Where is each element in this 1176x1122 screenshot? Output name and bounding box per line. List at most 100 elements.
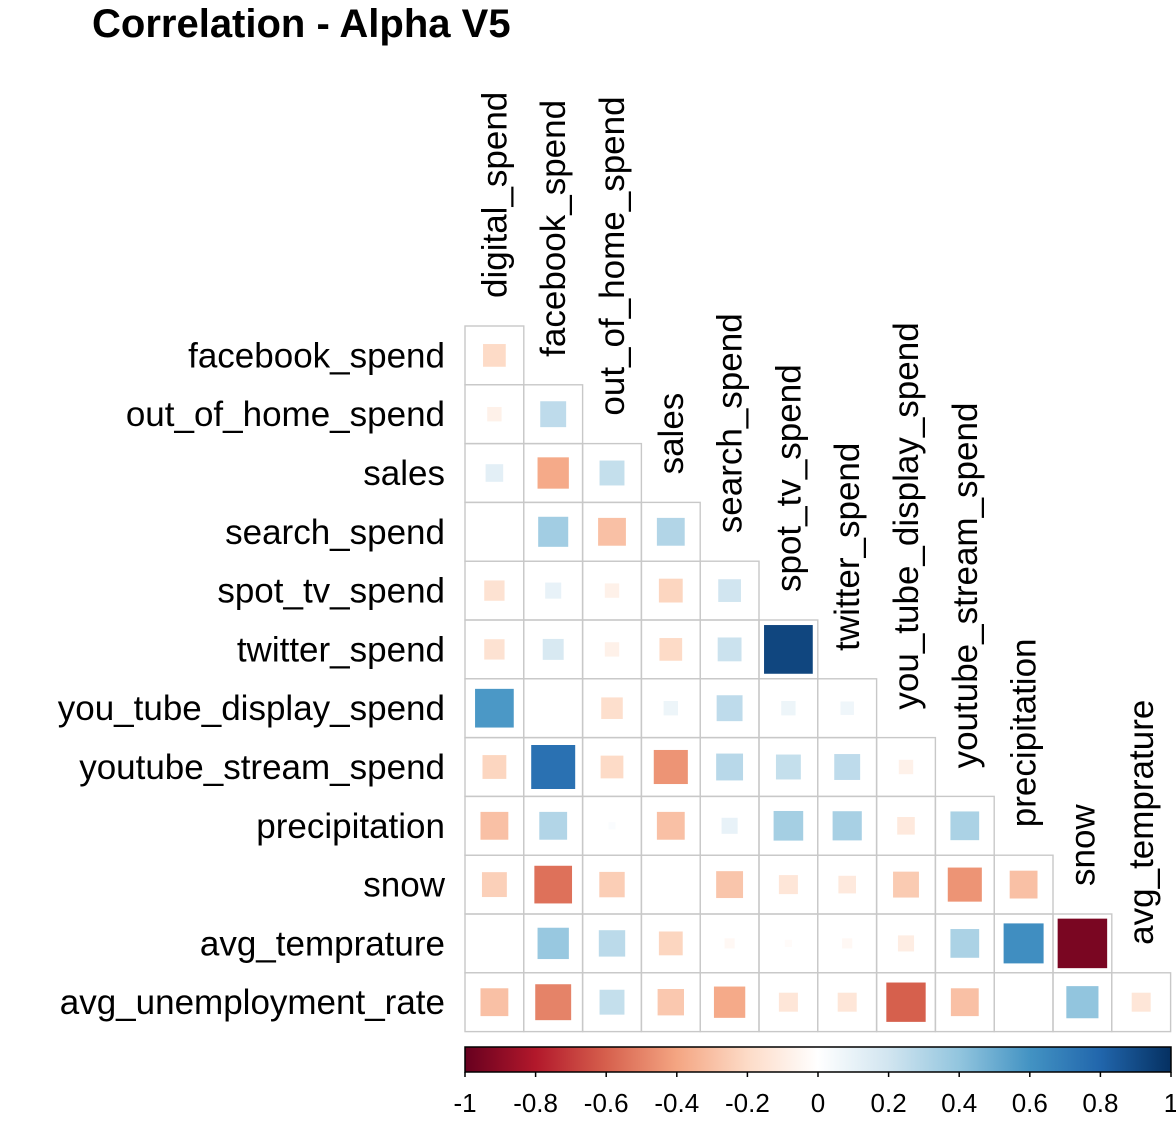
column-label: out_of_home_spend (593, 96, 632, 415)
correlation-square (540, 401, 567, 428)
row-label: facebook_spend (188, 336, 445, 375)
row-label: you_tube_display_spend (58, 689, 445, 728)
correlation-square (537, 457, 569, 489)
correlation-square (656, 811, 685, 840)
correlation-square (601, 697, 623, 719)
grid-cell (640, 854, 701, 915)
column-label: you_tube_display_spend (887, 322, 926, 709)
correlation-square (531, 745, 576, 789)
correlation-square (483, 344, 506, 367)
correlation-square (834, 754, 861, 780)
row-label: out_of_home_spend (126, 395, 445, 434)
correlation-square (545, 582, 562, 599)
column-label: snow (1063, 804, 1102, 886)
grid-cell (464, 501, 525, 562)
legend-tick-label: 0.4 (941, 1088, 977, 1118)
legend-tick-label: -0.6 (584, 1088, 629, 1118)
legend-tick-label: -0.8 (513, 1088, 558, 1118)
correlation-square (537, 927, 569, 960)
correlation-square (832, 811, 862, 841)
correlation-square (608, 822, 616, 830)
correlation-square (600, 755, 624, 779)
correlation-square (1057, 918, 1108, 969)
correlation-square (487, 407, 502, 422)
correlation-square (724, 938, 735, 949)
correlation-square (897, 935, 915, 952)
color-legend: -1 -0.8 -0.6 -0.4 -0.2 0 0.2 0.4 0.6 0.8 1 (453, 1046, 1176, 1118)
row-label: youtube_stream_spend (79, 748, 445, 787)
legend-tick-label: 0.2 (871, 1088, 907, 1118)
correlation-square (659, 638, 683, 661)
correlation-square (534, 865, 573, 904)
correlation-square (716, 695, 743, 722)
row-label: twitter_spend (237, 630, 445, 669)
column-labels: digital_spend facebook_spend out_of_home_s… (475, 92, 1161, 945)
row-label: precipitation (256, 807, 445, 846)
correlation-square (886, 982, 926, 1022)
correlation-square (598, 517, 626, 546)
correlation-square (485, 464, 504, 482)
correlation-square (1003, 923, 1044, 964)
legend-tick-label: 0.6 (1012, 1088, 1048, 1118)
correlation-square (950, 988, 979, 1017)
correlation-square (778, 875, 798, 895)
correlation-square (653, 749, 688, 785)
column-label: avg_temprature (1122, 700, 1161, 945)
correlation-square (947, 867, 982, 902)
legend-tick-label: 1 (1164, 1088, 1176, 1118)
correlation-square (484, 639, 505, 660)
correlation-square (481, 872, 507, 898)
correlation-square (838, 875, 856, 894)
column-label: spot_tv_spend (769, 364, 808, 592)
correlation-square (1131, 992, 1151, 1012)
correlation-square (718, 579, 741, 602)
correlation-square (599, 460, 625, 486)
correlation-square (764, 625, 813, 674)
correlation-square (484, 580, 505, 601)
grid-cell (993, 972, 1054, 1033)
correlation-square (482, 755, 507, 779)
correlation-square (480, 988, 509, 1017)
correlation-square (775, 754, 801, 780)
correlation-square (598, 930, 626, 957)
correlation-square (778, 992, 798, 1012)
legend-gradient-bar (464, 1046, 1172, 1073)
correlation-square (898, 759, 914, 775)
correlation-square (475, 688, 514, 728)
correlation-square (897, 817, 915, 835)
grid-cell (464, 913, 525, 974)
grid-cell (523, 678, 584, 739)
column-label: search_spend (711, 313, 750, 533)
correlation-square (658, 931, 683, 956)
correlation-square (599, 989, 625, 1015)
column-label: precipitation (1005, 638, 1044, 827)
correlation-square (893, 871, 919, 898)
correlation-square (950, 811, 980, 841)
column-label: youtube_stream_spend (946, 403, 985, 769)
correlation-square (663, 701, 678, 716)
legend-tick-label: 0 (811, 1088, 825, 1118)
column-label: facebook_spend (534, 100, 573, 357)
correlation-square (716, 753, 744, 781)
correlation-square (842, 938, 853, 949)
correlation-square (721, 817, 738, 834)
row-label: avg_temprature (200, 924, 445, 963)
column-label: twitter_spend (828, 443, 867, 651)
correlation-square (599, 871, 625, 898)
column-label: digital_spend (475, 92, 514, 298)
chart-title: Correlation - Alpha V5 (92, 2, 511, 46)
correlation-square (784, 939, 792, 947)
correlation-square (1009, 870, 1038, 899)
correlation-square (538, 516, 569, 547)
correlation-square (657, 989, 684, 1016)
correlation-square (950, 929, 980, 958)
correlation-square (535, 984, 572, 1021)
legend-tick-label: -0.2 (725, 1088, 770, 1118)
legend-tick-label: 0.8 (1082, 1088, 1118, 1118)
correlation-square (542, 638, 564, 660)
correlation-square (713, 986, 746, 1018)
correlation-square (539, 811, 568, 840)
cell-grid (464, 325, 1172, 1033)
